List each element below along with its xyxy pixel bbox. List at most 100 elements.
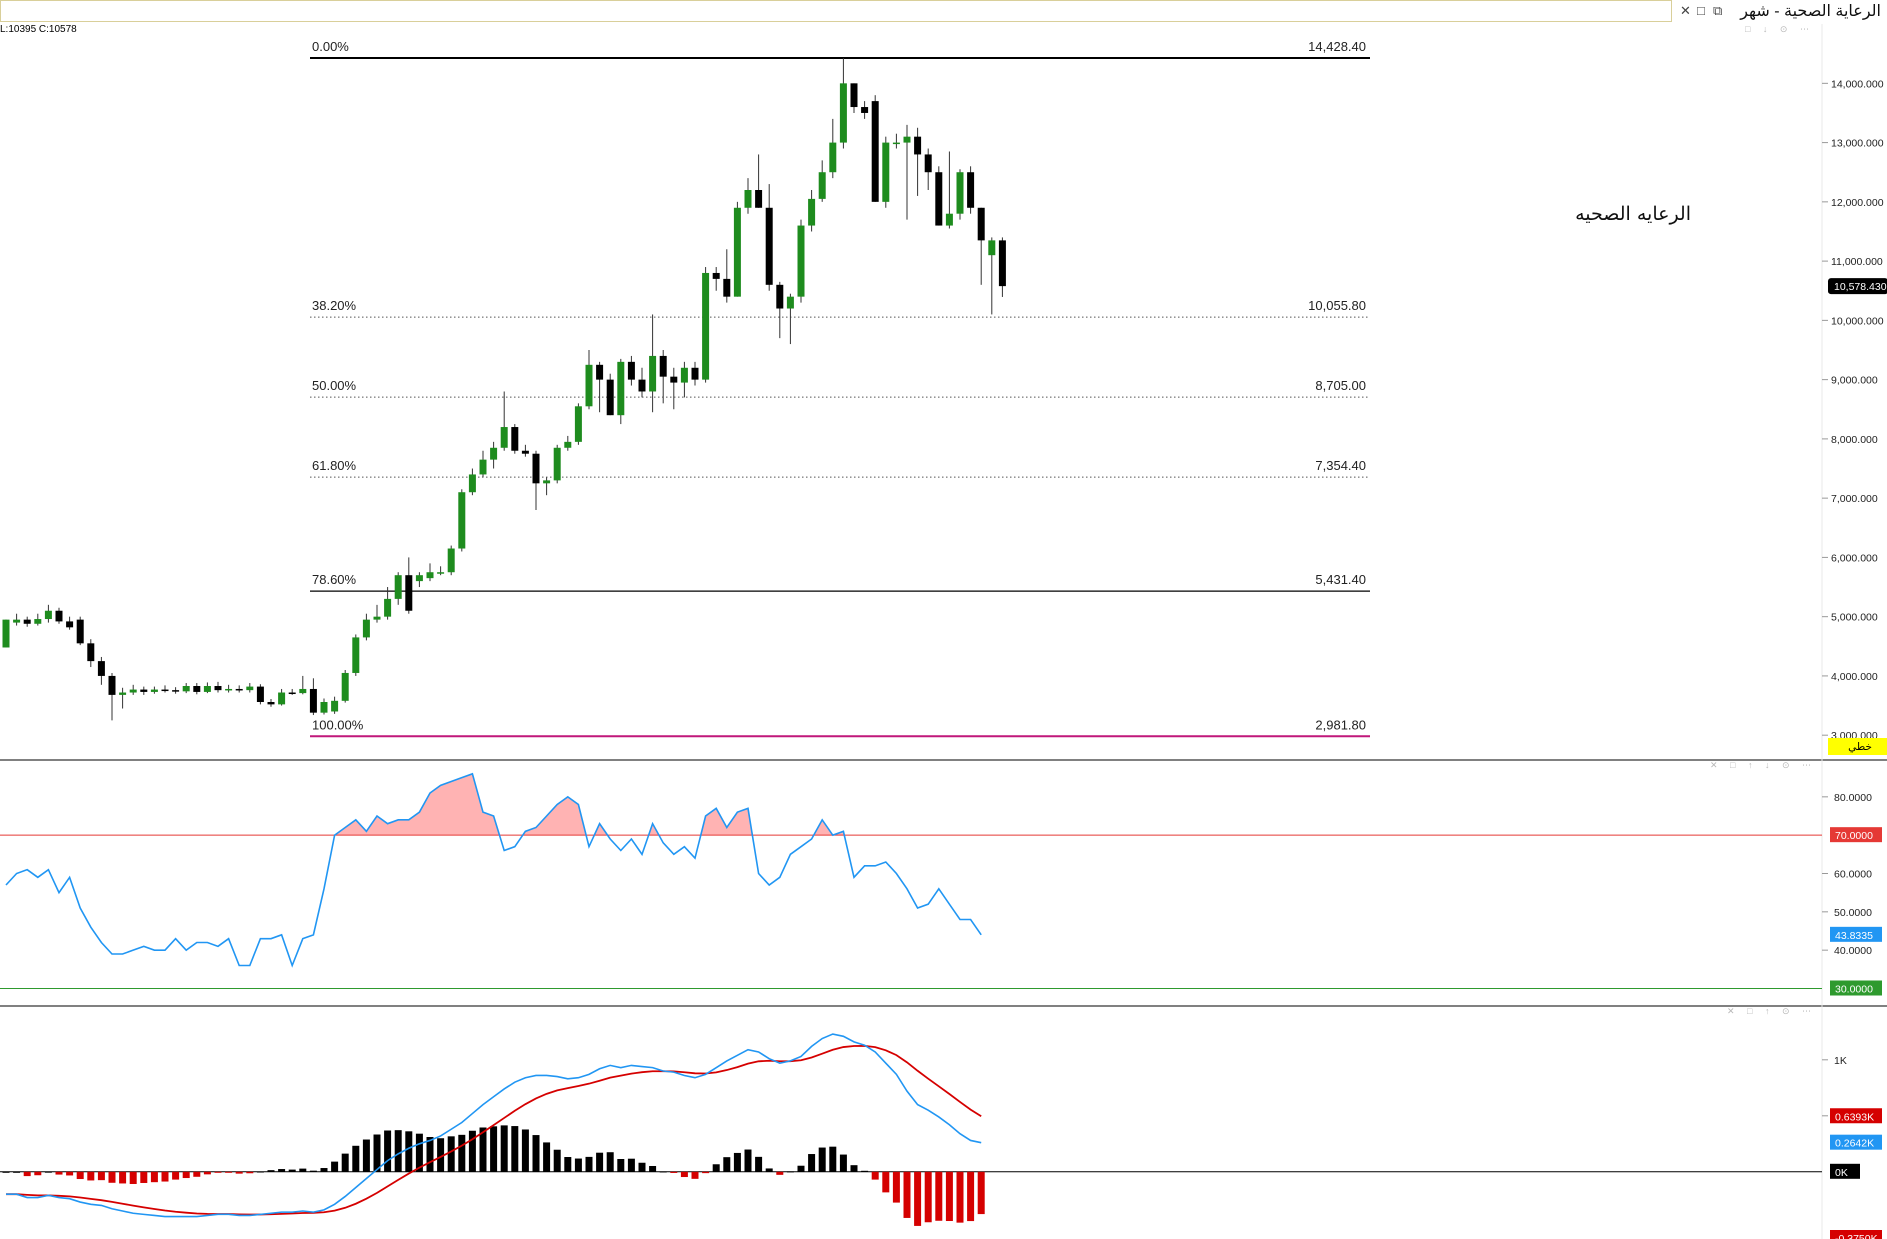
chart-annotation-text[interactable]: الرعايه الصحيه xyxy=(1575,203,1691,225)
macd-histogram-bar xyxy=(649,1165,657,1172)
fibonacci-retracement[interactable]: 0.00% 14,428.40 38.20% 10,055.80 50.00% 8,705… xyxy=(310,39,1370,738)
close-icon[interactable]: ✕ xyxy=(1680,3,1691,18)
macd-histogram-bar xyxy=(490,1126,498,1172)
macd-histogram-bar xyxy=(55,1171,63,1175)
fib-level-price: 14,428.40 xyxy=(1308,39,1366,54)
candle-body xyxy=(405,575,413,611)
candle-body xyxy=(341,672,349,701)
rsi-tick-label: 50.0000 xyxy=(1834,907,1872,919)
candle-body xyxy=(203,686,211,692)
macd-histogram-bar xyxy=(871,1171,879,1180)
candle-body xyxy=(458,492,466,549)
macd-histogram-bar xyxy=(278,1169,286,1172)
rsi-oversold-tag: 30.0000 xyxy=(1835,984,1873,996)
macd-histogram-bar xyxy=(34,1171,42,1176)
restore-icon[interactable]: ⧉ xyxy=(1713,3,1723,18)
candle-body xyxy=(882,142,890,202)
candle-body xyxy=(415,575,423,582)
macd-tag: 0.2642K xyxy=(1835,1138,1874,1150)
price-tick-label: 4,000.000 xyxy=(1831,671,1878,683)
candle-body xyxy=(299,688,307,694)
maximize-icon[interactable]: □ xyxy=(1697,3,1705,18)
price-pane-controls[interactable]: □ ↓ ⊙ ⋯ xyxy=(1745,24,1814,34)
macd-histogram-bar xyxy=(829,1146,837,1172)
candle-body xyxy=(182,686,190,692)
candle-body xyxy=(574,406,582,442)
rsi-pane-controls[interactable]: ✕ □ ↑ ↓ ⊙ ⋯ xyxy=(1710,760,1817,770)
price-tick-label: 9,000.000 xyxy=(1831,375,1878,387)
macd-histogram-bar xyxy=(140,1171,148,1183)
macd-histogram-bar xyxy=(299,1168,307,1172)
macd-histogram-bar xyxy=(23,1171,31,1177)
last-price-tag-bg xyxy=(1828,278,1887,295)
macd-zero-tag: 0K xyxy=(1835,1167,1848,1179)
macd-histogram-bar xyxy=(723,1157,731,1172)
candle-body xyxy=(829,142,837,173)
pane-frames xyxy=(0,24,1887,1239)
candle-body xyxy=(44,610,52,620)
price-tick-label: 12,000.000 xyxy=(1831,197,1884,209)
macd-histogram-bar xyxy=(66,1171,74,1176)
candle-body xyxy=(659,355,667,377)
price-tick-label: 7,000.000 xyxy=(1831,493,1878,505)
candle-body xyxy=(76,619,84,644)
macd-histogram-bar xyxy=(564,1157,572,1172)
macd-histogram-bar xyxy=(405,1131,413,1172)
macd-histogram-bar xyxy=(511,1126,519,1172)
macd-histogram-bar xyxy=(246,1171,254,1174)
candle-body xyxy=(2,619,10,648)
macd-histogram-bar xyxy=(617,1159,625,1172)
price-tick-label: 5,000.000 xyxy=(1831,612,1878,624)
candle-body xyxy=(532,453,540,484)
rsi-last-tag-bg xyxy=(1830,926,1882,942)
macd-histogram-bar xyxy=(44,1171,52,1173)
fib-level-price: 7,354.40 xyxy=(1315,458,1366,473)
fib-level-price: 5,431.40 xyxy=(1315,572,1366,587)
candle-body xyxy=(861,107,869,113)
candle-body xyxy=(638,379,646,392)
macd-zero-tag-bg xyxy=(1830,1163,1860,1179)
candle-body xyxy=(161,689,169,692)
macd-histogram-bar xyxy=(967,1171,975,1222)
chart-title-field[interactable] xyxy=(0,0,1672,22)
candle-body xyxy=(977,207,985,241)
candle-body xyxy=(214,686,222,691)
macd-histogram-bar xyxy=(129,1171,137,1184)
candle-body xyxy=(914,136,922,155)
candle-body xyxy=(839,83,847,143)
last-price-tag: 10,578.430 xyxy=(1834,281,1887,293)
macd-histogram-bar xyxy=(256,1171,264,1173)
macd-histogram-bar xyxy=(320,1168,328,1172)
macd-histogram-bar xyxy=(702,1171,710,1174)
price-tick-label: 13,000.000 xyxy=(1831,138,1884,150)
candle-body xyxy=(87,643,95,662)
macd-histogram-bar xyxy=(733,1152,741,1172)
macd-histogram-bar xyxy=(341,1153,349,1172)
candle-body xyxy=(744,190,752,208)
candle-body xyxy=(553,447,561,481)
macd-histogram-bar xyxy=(479,1127,487,1172)
fib-level-pct: 61.80% xyxy=(312,458,357,473)
candle-body xyxy=(394,575,402,599)
macd-histogram-bar xyxy=(945,1171,953,1222)
candle-body xyxy=(935,172,943,226)
candle-body xyxy=(988,240,996,256)
macd-histogram-bar xyxy=(797,1165,805,1172)
macd-histogram-bar xyxy=(203,1171,211,1175)
candle-body xyxy=(373,616,381,620)
macd-histogram-bar xyxy=(108,1171,116,1183)
macd-pane-controls[interactable]: ✕ □ ↑ ⊙ ⋯ xyxy=(1727,1006,1817,1016)
candle-body xyxy=(288,692,296,695)
macd-histogram-bar xyxy=(182,1171,190,1179)
macd-histogram-bar xyxy=(691,1171,699,1179)
candle-body xyxy=(66,621,74,628)
macd-histogram-bar xyxy=(87,1171,95,1181)
macd-histogram-bar xyxy=(500,1125,508,1172)
candle-body xyxy=(55,610,63,622)
candle-body xyxy=(871,101,879,202)
macd-line xyxy=(6,1033,982,1218)
candle-body xyxy=(945,213,953,226)
candle-body xyxy=(617,361,625,416)
